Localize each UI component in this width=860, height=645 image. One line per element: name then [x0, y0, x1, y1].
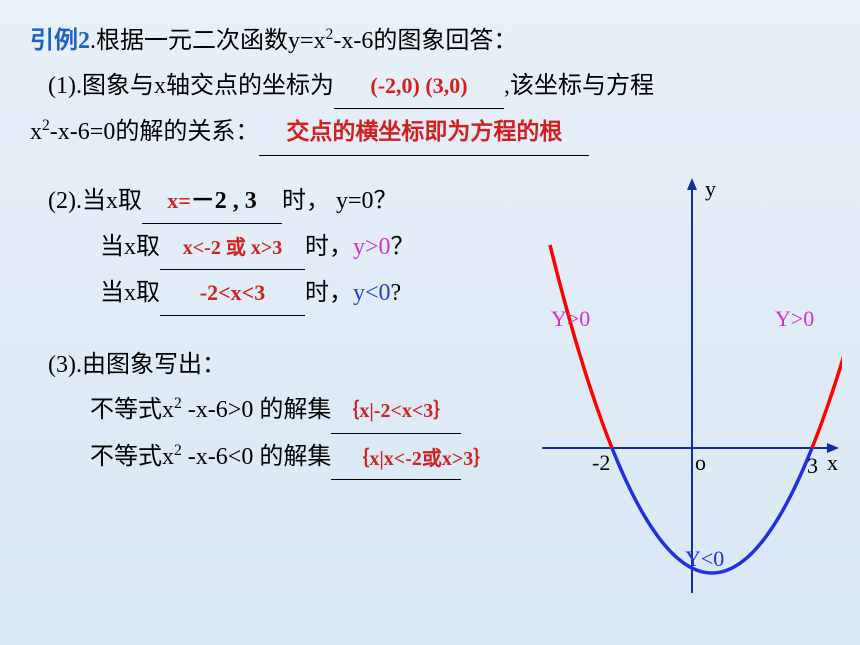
- q3a-pre: 不等式x: [90, 397, 174, 423]
- sup-2c: 2: [174, 395, 182, 412]
- tick-neg2: -2: [592, 450, 610, 476]
- q2b-cond: y>0: [353, 234, 391, 260]
- y-axis-label: y: [705, 176, 716, 202]
- q2a-ans-b: －2 , 3: [191, 188, 257, 214]
- sup-2d: 2: [174, 442, 182, 459]
- q2c-ans: -2<x<3: [200, 280, 265, 305]
- q3-pre: (3).由图象写出：: [48, 352, 226, 378]
- q3a-ans: ｛x|-2<x<3｝: [339, 400, 453, 422]
- q2a-pre: (2).当x取: [48, 188, 142, 214]
- q1l2-pre: x: [30, 119, 42, 145]
- q2b-ans: x<-2 或 x>3: [183, 237, 282, 259]
- q1l2-mid: -x-6=0的解的关系：: [50, 119, 260, 145]
- q1-pre: (1).图象与x轴交点的坐标为: [48, 73, 334, 99]
- q2b-blank: x<-2 或 x>3: [160, 226, 305, 270]
- example-label: 引例2: [30, 28, 90, 54]
- title-tail: -x-6的图象回答：: [333, 28, 517, 54]
- ylt0-label: Y<0: [685, 546, 724, 572]
- q3a-blank: ｛x|-2<x<3｝: [331, 389, 461, 433]
- x-axis-label: x: [827, 450, 838, 476]
- q2c-cond: y<0: [353, 280, 391, 306]
- title-line: 引例2.根据一元二次函数y=x2-x-6的图象回答：: [30, 20, 830, 63]
- q2b-pre: 当x取: [100, 234, 160, 260]
- sup-2b: 2: [42, 117, 50, 134]
- q2c-pre: 当x取: [100, 280, 160, 306]
- tick-3: 3: [807, 453, 818, 479]
- q2b-tail-a: 时，: [305, 234, 353, 260]
- q2a-tail: 时， y=0？: [282, 188, 398, 214]
- title-rest: .根据一元二次函数y=x: [90, 28, 326, 54]
- q2a-ans-a: x=: [167, 188, 191, 213]
- q2a-blank: x=－2 , 3: [142, 180, 282, 224]
- q1-blank1: (-2,0) (3,0): [334, 65, 504, 109]
- q2c-tail-a: 时，: [305, 280, 353, 306]
- origin-label: o: [695, 450, 706, 476]
- q1-tail: ,该坐标与方程: [504, 73, 654, 99]
- q2b-qm: ？: [391, 234, 415, 260]
- q3b-blank: ｛x|x<-2或x>3｝: [331, 436, 461, 480]
- q2c-blank: -2<x<3: [160, 272, 305, 316]
- ygt0-right: Y>0: [775, 306, 814, 332]
- q1-ans2: 交点的横坐标即为方程的根: [286, 119, 562, 144]
- ygt0-left: Y>0: [551, 306, 590, 332]
- q1-ans1: (-2,0) (3,0): [370, 73, 467, 98]
- q3b-ans: ｛x|x<-2或x>3｝: [331, 441, 511, 477]
- q2c-qm: ?: [391, 280, 402, 306]
- graph-svg: [537, 178, 842, 598]
- q3b-pre: 不等式x: [90, 444, 174, 470]
- q1-blank2: 交点的横坐标即为方程的根: [259, 111, 589, 155]
- q1-line1: (1).图象与x轴交点的坐标为 (-2,0) (3,0) ,该坐标与方程: [48, 65, 830, 109]
- parabola-graph: y x o -2 3 Y>0 Y>0 Y<0: [537, 178, 842, 598]
- q3b-mid: -x-6<0 的解集: [182, 444, 332, 470]
- q1-line2: x2-x-6=0的解的关系： 交点的横坐标即为方程的根: [30, 111, 830, 155]
- q3a-mid: -x-6>0 的解集: [182, 397, 332, 423]
